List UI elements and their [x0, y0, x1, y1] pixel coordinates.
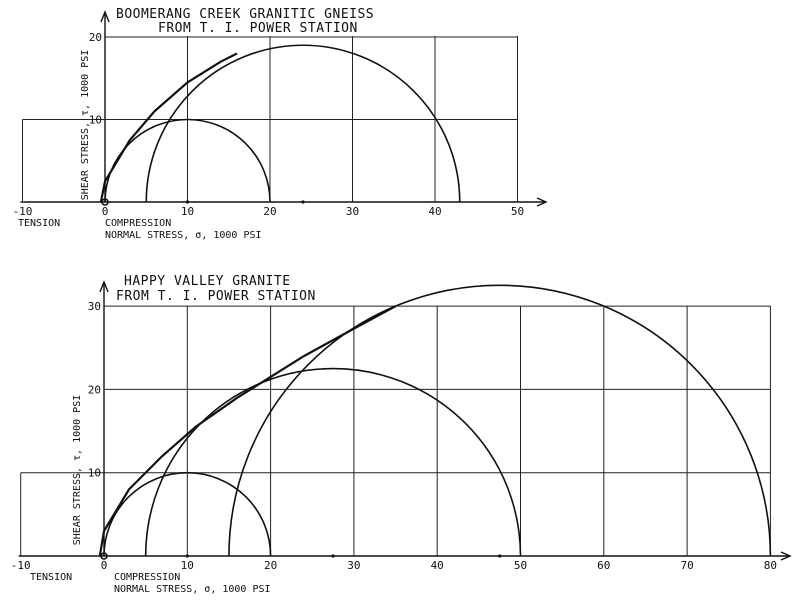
x-axis-label: NORMAL STRESS, σ, 1000 PSI	[114, 584, 271, 595]
x-tick-label: 20	[263, 205, 276, 218]
y-tick-label: 10	[88, 467, 101, 480]
x-tick-label: 50	[511, 205, 524, 218]
mohr-circle-center	[185, 554, 189, 558]
x-tick-label: 10	[181, 205, 194, 218]
mohr-circle	[103, 471, 272, 557]
mohr-circle	[145, 44, 461, 203]
x-tick-label: 30	[346, 205, 359, 218]
failure-envelope	[98, 305, 397, 557]
failure-envelope	[99, 52, 238, 203]
x-axis-tension-label: TENSION	[30, 572, 72, 583]
mohr-circle-center	[185, 200, 190, 204]
y-axis-label: SHEAR STRESS, τ, 1000 PSI	[80, 50, 91, 201]
x-tick-label: 10	[181, 559, 194, 572]
x-axis-tension-label: TENSION	[18, 218, 60, 229]
y-tick-label: 20	[89, 31, 102, 44]
x-axis-label: NORMAL STRESS, σ, 1000 PSI	[105, 230, 262, 241]
x-tick-label: 40	[431, 559, 444, 572]
plot-area: 10 20 30 -10 0 10 20 30 40 50 60 70 80	[11, 280, 792, 572]
x-axis-compression-label: COMPRESSION	[114, 572, 180, 583]
y-tick-label: 10	[89, 114, 102, 127]
chart-boomerang-creek: BOOMERANG CREEK GRANITIC GNEISS FROM T. …	[13, 7, 548, 241]
y-axis-label: SHEAR STRESS, τ, 1000 PSI	[72, 395, 83, 546]
chart-title-line-1: BOOMERANG CREEK GRANITIC GNEISS	[116, 7, 374, 22]
mohr-circle-center	[331, 554, 335, 558]
y-tick-label: 30	[88, 300, 101, 313]
x-tick-label: 0	[101, 559, 108, 572]
x-axis-arrow	[780, 551, 792, 561]
mohr-circle	[228, 284, 772, 557]
y-tick-label: 20	[88, 383, 101, 396]
mohr-circle-center	[498, 554, 502, 558]
x-tick-label: 30	[347, 559, 360, 572]
x-axis-arrow	[536, 197, 548, 207]
x-tick-label: -10	[11, 559, 31, 572]
mohr-circle	[144, 367, 522, 557]
chart-happy-valley: HAPPY VALLEY GRANITE FROM T. I. POWER ST…	[11, 274, 792, 595]
x-tick-label: 70	[680, 559, 693, 572]
x-axis-compression-label: COMPRESSION	[105, 218, 171, 229]
x-tick-label: 50	[514, 559, 527, 572]
chart-title-line-1: HAPPY VALLEY GRANITE	[124, 274, 291, 289]
x-tick-label: 60	[597, 559, 610, 572]
plot-area: 10 20 -10 0 10 20 30 40 50	[13, 10, 548, 218]
y-axis-arrow	[99, 280, 109, 293]
x-tick-label: -10	[13, 205, 33, 218]
y-axis-arrow	[100, 10, 110, 23]
x-tick-label: 0	[102, 205, 109, 218]
chart-title-line-2: FROM T. I. POWER STATION	[116, 289, 316, 304]
chart-title-line-2: FROM T. I. POWER STATION	[158, 21, 358, 36]
mohr-circle-center	[301, 200, 305, 204]
x-tick-label: 80	[764, 559, 777, 572]
x-tick-label: 40	[428, 205, 441, 218]
x-tick-label: 20	[264, 559, 277, 572]
